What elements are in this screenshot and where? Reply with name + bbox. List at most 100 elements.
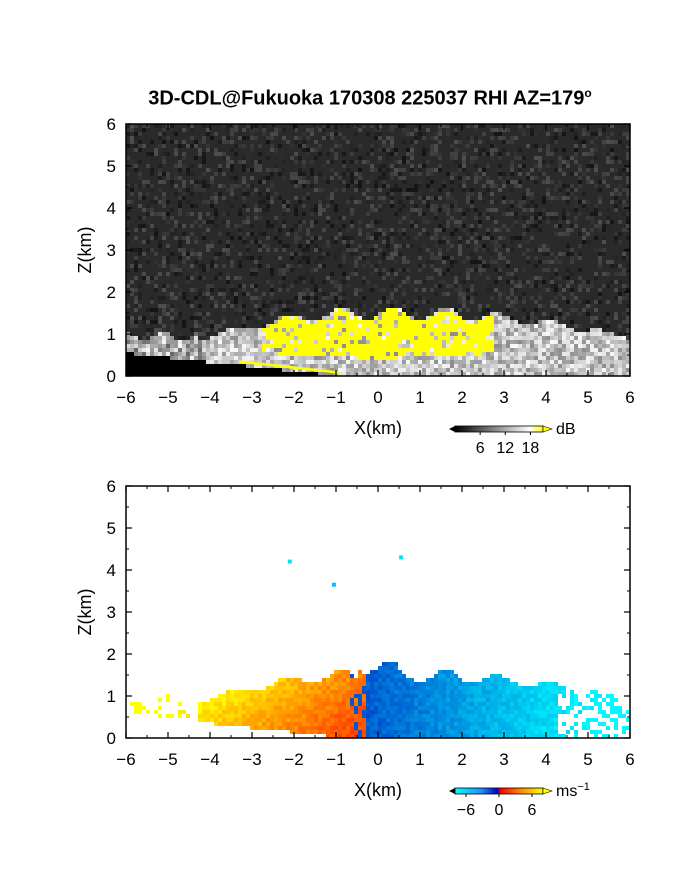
ground-cell [166,364,170,368]
echo-cell [226,356,230,360]
noise-cell [602,224,606,228]
noise-cell [466,152,470,156]
noise-cell [318,292,322,296]
noise-cell [486,208,490,212]
noise-cell [474,232,478,236]
noise-cell [610,124,614,128]
noise-cell [486,200,490,204]
noise-cell [130,264,134,268]
noise-cell [490,296,494,300]
noise-cell [186,212,190,216]
noise-cell [394,148,398,152]
noise-cell [166,304,170,308]
echo-cell [390,340,394,344]
noise-cell [346,200,350,204]
noise-cell [314,260,318,264]
noise-cell [550,280,554,284]
noise-cell [446,236,450,240]
echo-cell [462,352,466,356]
echo-cell [378,336,382,340]
noise-cell [418,180,422,184]
echo-cell [478,360,482,364]
noise-cell [562,276,566,280]
noise-cell [602,236,606,240]
noise-cell [490,128,494,132]
noise-cell [394,172,398,176]
noise-cell [426,300,430,304]
noise-cell [330,272,334,276]
noise-cell [146,204,150,208]
echo-cell [406,320,410,324]
noise-cell [358,184,362,188]
noise-cell [186,284,190,288]
echo-cell [538,348,542,352]
echo-cell [334,352,338,356]
noise-cell [482,172,486,176]
noise-cell [494,208,498,212]
echo-cell [342,352,346,356]
echo-cell [546,356,550,360]
noise-cell [286,172,290,176]
noise-cell [230,148,234,152]
noise-cell [442,260,446,264]
noise-cell [582,300,586,304]
noise-cell [394,192,398,196]
noise-cell [174,272,178,276]
noise-cell [522,300,526,304]
echo-cell [350,344,354,348]
noise-cell [562,196,566,200]
echo-cell [150,352,154,356]
noise-cell [562,148,566,152]
echo-cell [206,344,210,348]
echo-cell [394,348,398,352]
noise-cell [182,292,186,296]
echo-cell [478,320,482,324]
noise-cell [254,164,258,168]
noise-cell [370,220,374,224]
noise-cell [526,280,530,284]
noise-cell [394,260,398,264]
noise-cell [554,232,558,236]
noise-cell [218,288,222,292]
echo-cell [294,324,298,328]
noise-cell [458,232,462,236]
echo-cell [530,328,534,332]
noise-cell [162,264,166,268]
noise-cell [270,280,274,284]
noise-cell [402,216,406,220]
echo-cell [534,336,538,340]
noise-cell [402,240,406,244]
noise-cell [310,240,314,244]
echo-cell [374,336,378,340]
echo-cell [382,324,386,328]
echo-cell [366,360,370,364]
noise-cell [302,224,306,228]
echo-cell [142,348,146,352]
echo-cell [526,364,530,368]
echo-cell [486,328,490,332]
echo-cell [270,352,274,356]
echo-cell [230,348,234,352]
echo-cell [358,364,362,368]
noise-cell [550,276,554,280]
noise-cell [246,240,250,244]
echo-cell [266,332,270,336]
echo-cell [446,364,450,368]
noise-cell [498,296,502,300]
echo-cell [438,340,442,344]
noise-cell [406,132,410,136]
noise-cell [518,244,522,248]
echo-cell [238,352,242,356]
noise-cell [194,272,198,276]
echo-cell [510,360,514,364]
noise-cell [406,268,410,272]
noise-cell [538,172,542,176]
noise-cell [450,232,454,236]
noise-cell [618,288,622,292]
noise-cell [306,272,310,276]
noise-cell [622,160,626,164]
echo-cell [382,328,386,332]
echo-cell [354,316,358,320]
noise-cell [410,308,414,312]
noise-cell [150,300,154,304]
